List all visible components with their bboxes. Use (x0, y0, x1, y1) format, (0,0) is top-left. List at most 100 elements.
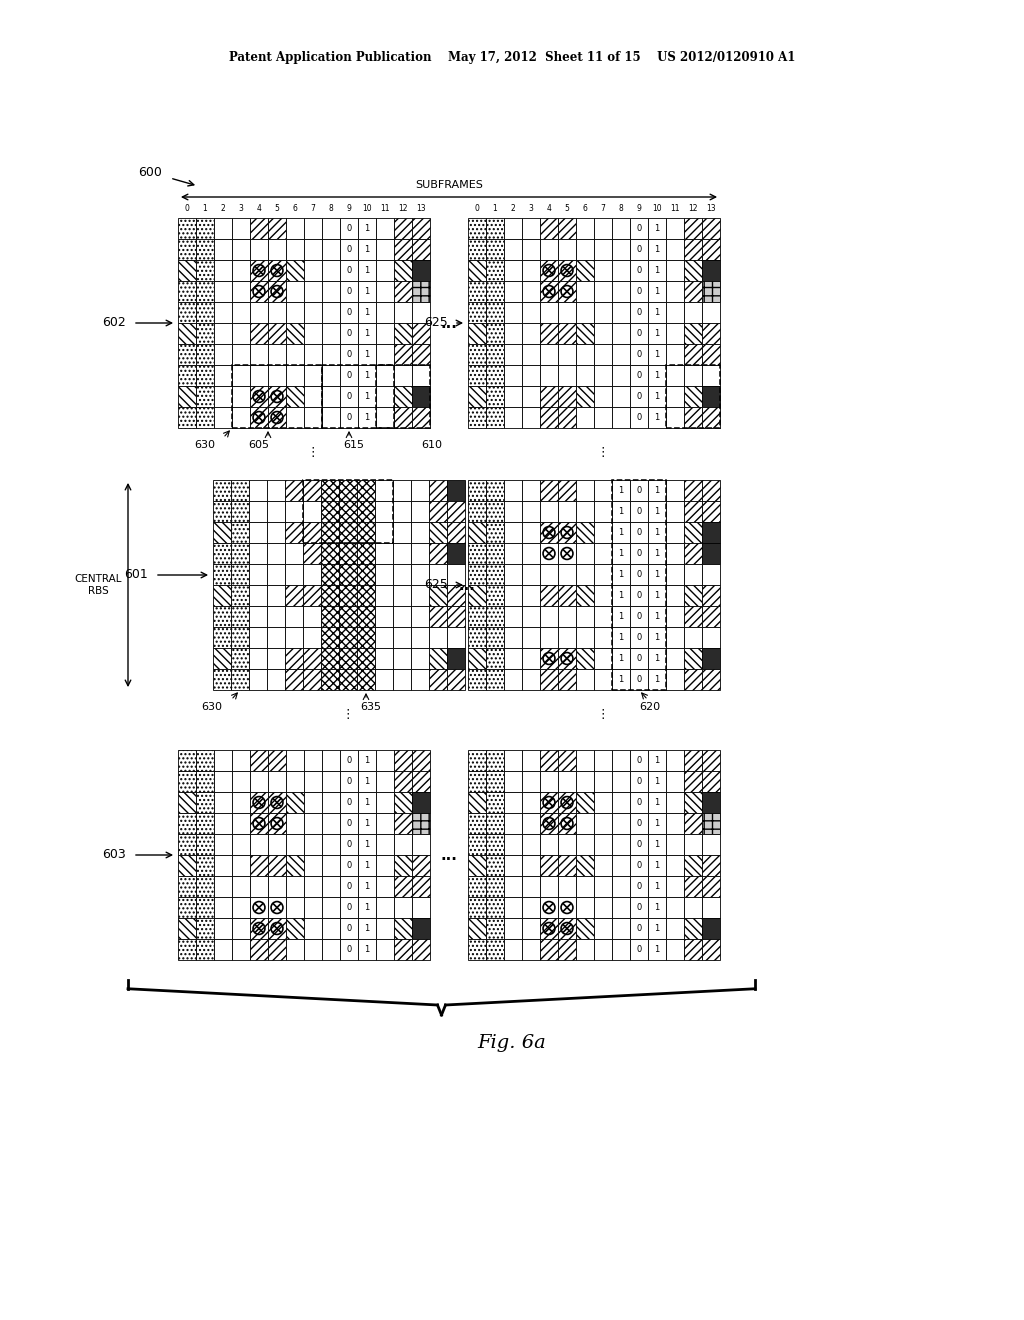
Bar (196, 385, 214, 407)
Bar (612, 366, 630, 385)
Bar (702, 218, 720, 239)
Bar (268, 281, 286, 302)
Bar (358, 407, 376, 428)
Bar (702, 627, 720, 648)
Bar (468, 385, 486, 407)
Bar (575, 564, 594, 585)
Bar (286, 855, 304, 876)
Bar (393, 521, 411, 543)
Text: 1: 1 (654, 413, 659, 422)
Bar (540, 627, 558, 648)
Bar (486, 521, 504, 543)
Bar (666, 543, 684, 564)
Bar (232, 323, 250, 345)
Bar (411, 521, 429, 543)
Bar (250, 260, 268, 281)
Bar (575, 480, 594, 502)
Bar (468, 521, 486, 543)
Text: 1: 1 (654, 634, 659, 642)
Bar (612, 218, 630, 239)
Bar (666, 260, 684, 281)
Text: 1: 1 (654, 570, 659, 579)
Bar (648, 366, 666, 385)
Bar (594, 606, 612, 627)
Bar (304, 323, 322, 345)
Bar (648, 302, 666, 323)
Bar (648, 898, 666, 917)
Bar (394, 323, 412, 345)
Bar (648, 939, 666, 960)
Bar (594, 323, 612, 345)
Bar (684, 385, 702, 407)
Bar (630, 898, 648, 917)
Bar (358, 792, 376, 813)
Bar (486, 564, 504, 585)
Bar (558, 260, 575, 281)
Bar (702, 385, 720, 407)
Bar (575, 218, 594, 239)
Text: 1: 1 (365, 945, 370, 954)
Text: 1: 1 (365, 350, 370, 359)
Bar (594, 669, 612, 690)
Text: 0: 0 (346, 286, 351, 296)
Bar (358, 302, 376, 323)
Bar (375, 480, 393, 502)
Bar (522, 239, 540, 260)
Bar (648, 345, 666, 366)
Text: 603: 603 (102, 849, 126, 862)
Bar (358, 366, 376, 385)
Bar (303, 627, 321, 648)
Text: 0: 0 (346, 371, 351, 380)
Bar (268, 792, 286, 813)
Text: 1: 1 (654, 549, 659, 558)
Text: 0: 0 (346, 924, 351, 933)
Bar (339, 648, 357, 669)
Bar (612, 792, 630, 813)
Bar (340, 917, 358, 939)
Bar (504, 407, 522, 428)
Bar (558, 648, 575, 669)
Bar (214, 939, 232, 960)
Text: 2: 2 (220, 205, 225, 213)
Text: 0: 0 (636, 612, 642, 620)
Bar (630, 855, 648, 876)
Bar (412, 750, 430, 771)
Bar (684, 627, 702, 648)
Bar (630, 585, 648, 606)
Bar (231, 669, 249, 690)
Bar (702, 239, 720, 260)
Bar (196, 239, 214, 260)
Bar (286, 750, 304, 771)
Bar (250, 813, 268, 834)
Bar (232, 750, 250, 771)
Bar (303, 521, 321, 543)
Bar (666, 750, 684, 771)
Bar (594, 281, 612, 302)
Bar (394, 834, 412, 855)
Text: 0: 0 (346, 329, 351, 338)
Bar (612, 898, 630, 917)
Bar (558, 855, 575, 876)
Bar (232, 407, 250, 428)
Bar (468, 218, 486, 239)
Text: 0: 0 (474, 205, 479, 213)
Text: 0: 0 (636, 882, 642, 891)
Bar (648, 792, 666, 813)
Bar (648, 750, 666, 771)
Bar (375, 627, 393, 648)
Bar (575, 771, 594, 792)
Bar (558, 521, 575, 543)
Bar (684, 585, 702, 606)
Bar (196, 302, 214, 323)
Bar (358, 750, 376, 771)
Bar (447, 585, 465, 606)
Text: 0: 0 (636, 570, 642, 579)
Bar (666, 648, 684, 669)
Bar (612, 771, 630, 792)
Bar (322, 366, 340, 385)
Bar (375, 521, 393, 543)
Bar (412, 218, 430, 239)
Bar (249, 502, 267, 521)
Bar (340, 281, 358, 302)
Bar (357, 648, 375, 669)
